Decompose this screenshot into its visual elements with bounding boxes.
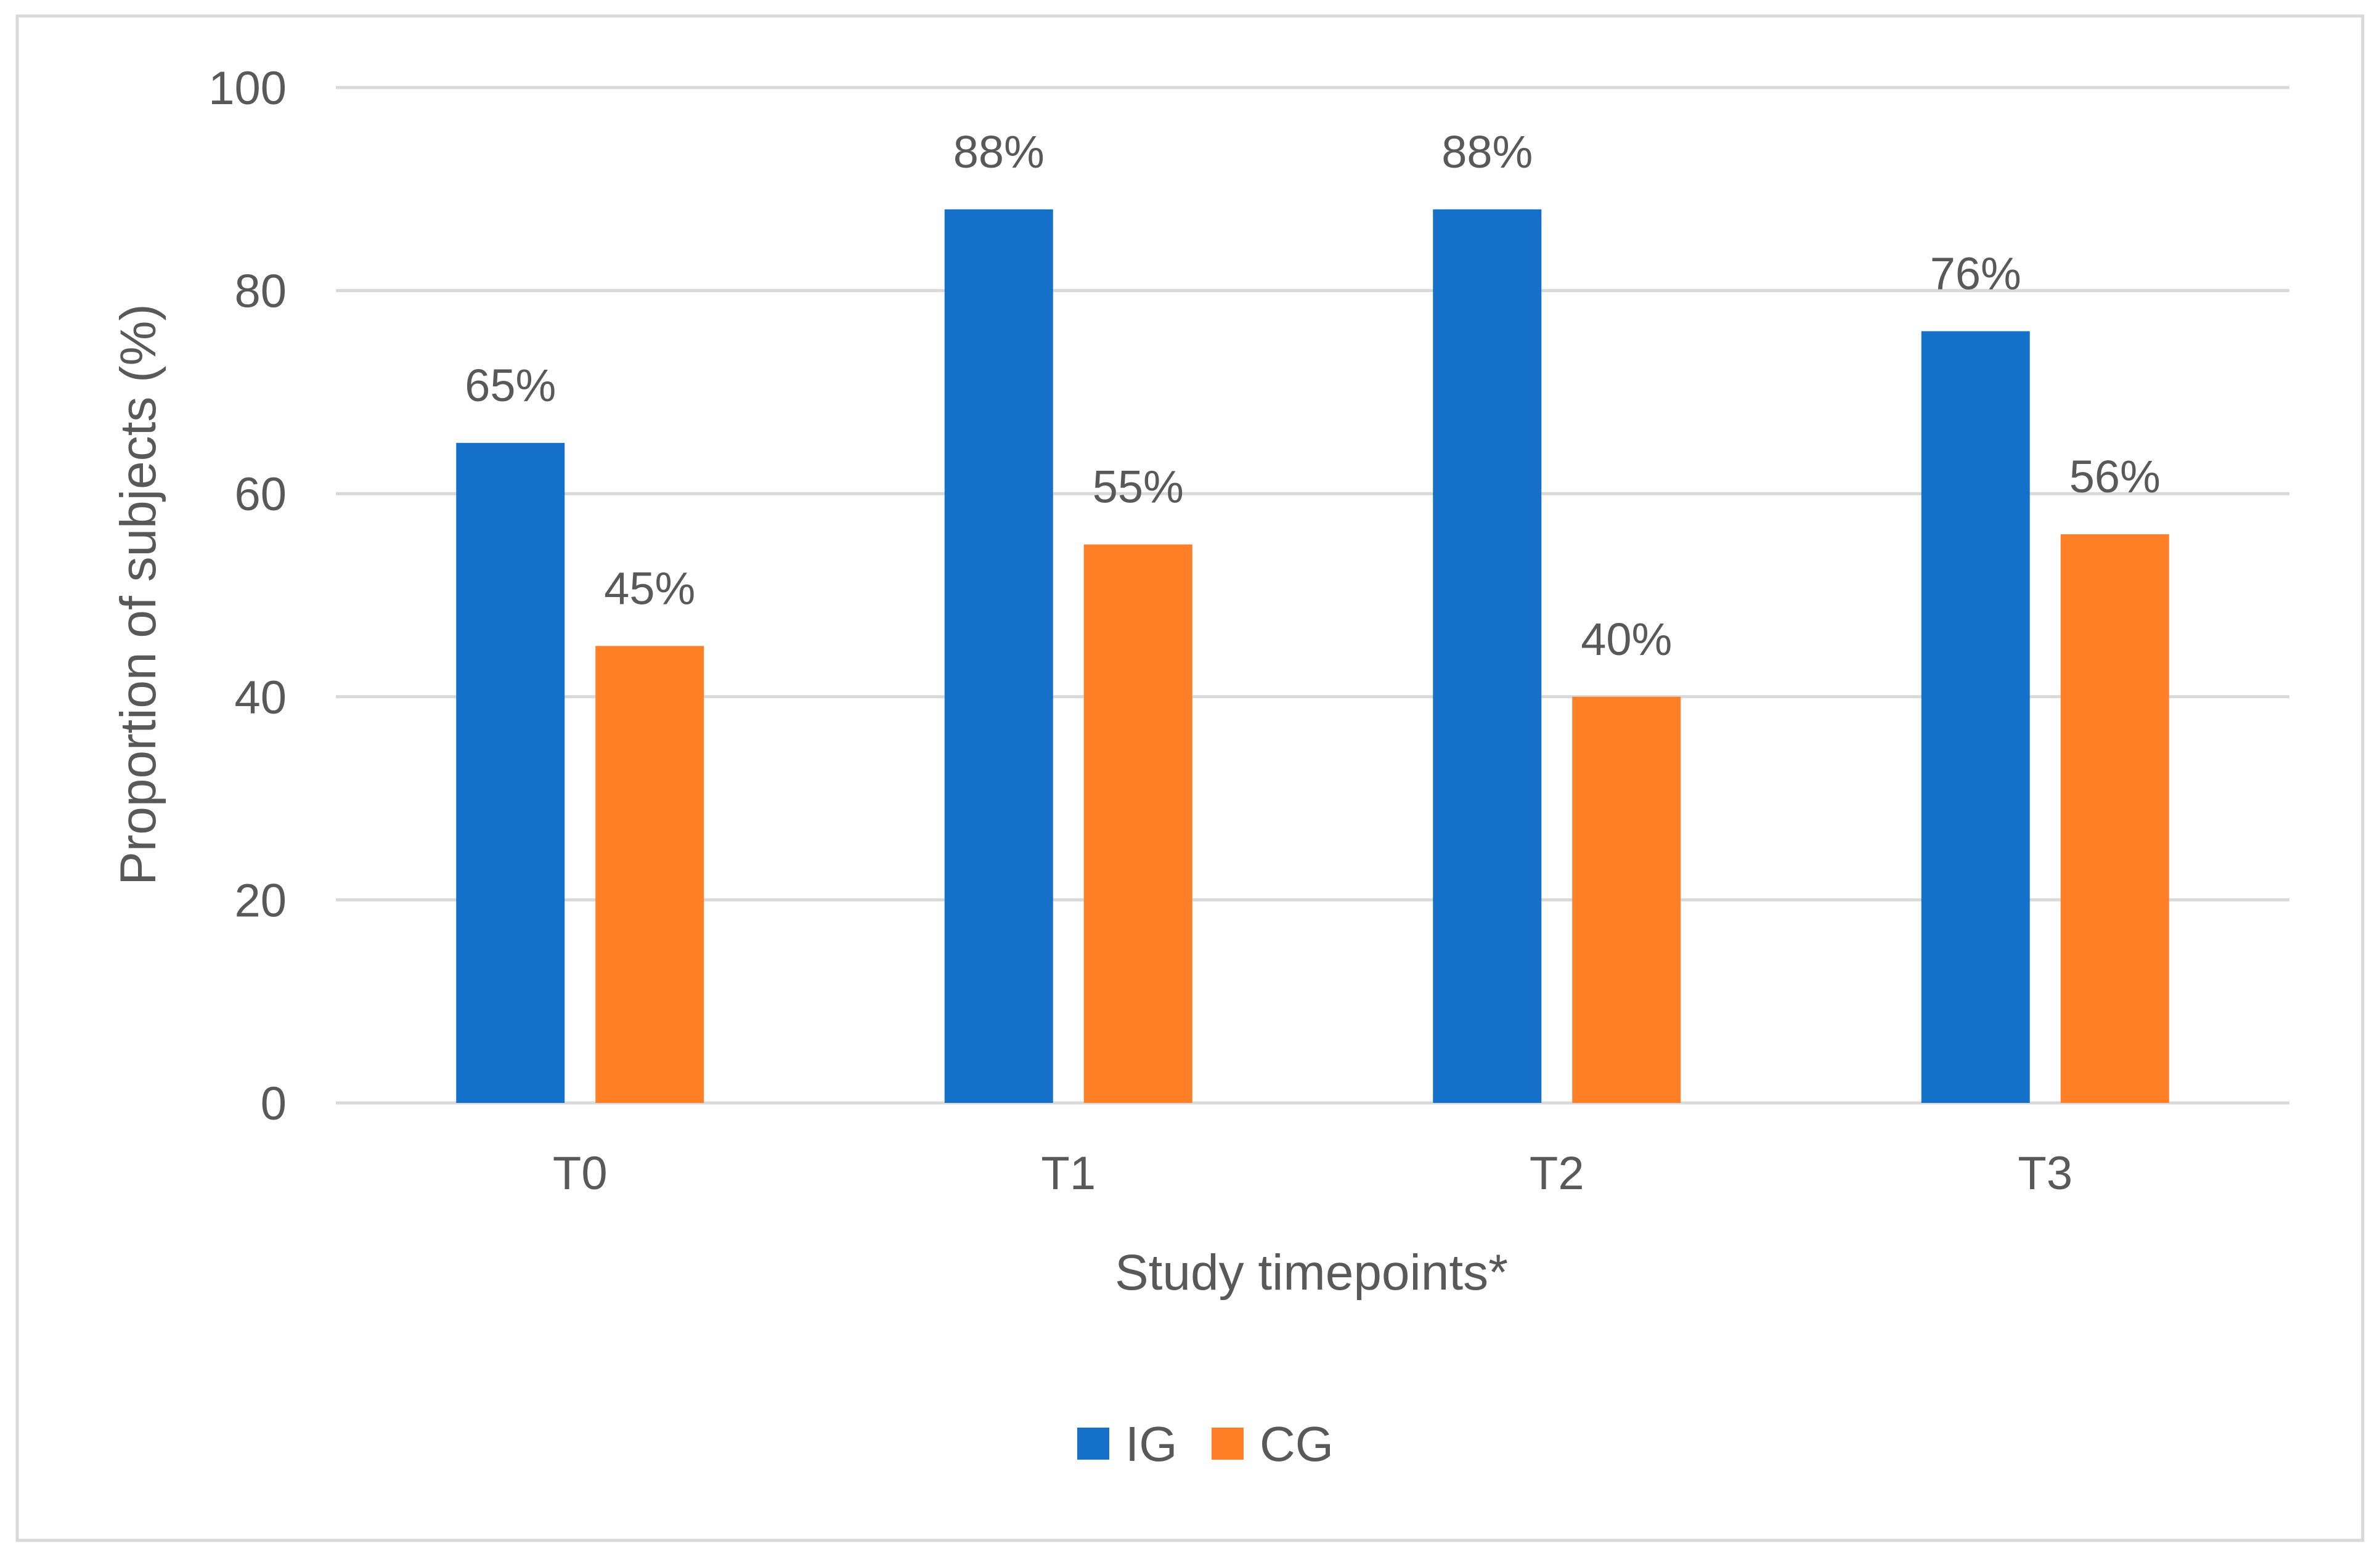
data-label-cg-t1: 55% <box>1093 461 1184 513</box>
y-tick-label: 0 <box>261 1078 287 1130</box>
legend-swatch-cg <box>1212 1428 1244 1460</box>
x-tick-label-t0: T0 <box>553 1147 608 1200</box>
y-axis-tick-labels: 0 20 40 60 80 100 <box>208 62 287 1130</box>
bar-ig-t1 <box>944 209 1053 1103</box>
x-tick-label-t1: T1 <box>1041 1147 1096 1200</box>
y-tick-label: 20 <box>234 874 287 927</box>
bar-cg-t2 <box>1572 696 1681 1103</box>
data-label-ig-t2: 88% <box>1441 126 1533 177</box>
data-label-cg-t3: 56% <box>2069 451 2161 502</box>
bar-cg-t0 <box>595 646 704 1103</box>
bar-ig-t0 <box>456 442 565 1103</box>
x-axis-tick-labels: T0 T1 T2 T3 <box>553 1147 2072 1200</box>
x-tick-label-t3: T3 <box>2018 1147 2072 1200</box>
y-tick-label: 60 <box>234 468 287 521</box>
x-axis-title: Study timepoints* <box>1115 1245 1508 1301</box>
y-tick-label: 40 <box>234 672 287 724</box>
bar-ig-t2 <box>1433 209 1542 1103</box>
legend-swatch-ig <box>1077 1428 1109 1460</box>
data-label-ig-t0: 65% <box>465 360 556 411</box>
y-tick-label: 100 <box>208 62 287 115</box>
data-label-cg-t2: 40% <box>1581 614 1672 665</box>
bar-ig-t3 <box>1921 331 2030 1103</box>
legend-label-ig: IG <box>1125 1417 1177 1471</box>
data-label-ig-t1: 88% <box>953 126 1045 177</box>
legend-label-cg: CG <box>1260 1417 1334 1471</box>
bar-cg-t1 <box>1083 544 1192 1103</box>
y-tick-label: 80 <box>234 266 287 318</box>
data-label-ig-t3: 76% <box>1930 248 2021 299</box>
data-labels: 65% 45% 88% 55% 88% 40% 76% 56% <box>465 126 2161 665</box>
data-label-cg-t0: 45% <box>604 563 695 614</box>
legend: IG CG <box>1077 1417 1334 1471</box>
x-tick-label-t2: T2 <box>1530 1147 1584 1200</box>
bar-cg-t3 <box>2060 534 2169 1103</box>
y-axis-title: Proportion of subjects (%) <box>110 304 166 885</box>
bars <box>456 209 2169 1103</box>
